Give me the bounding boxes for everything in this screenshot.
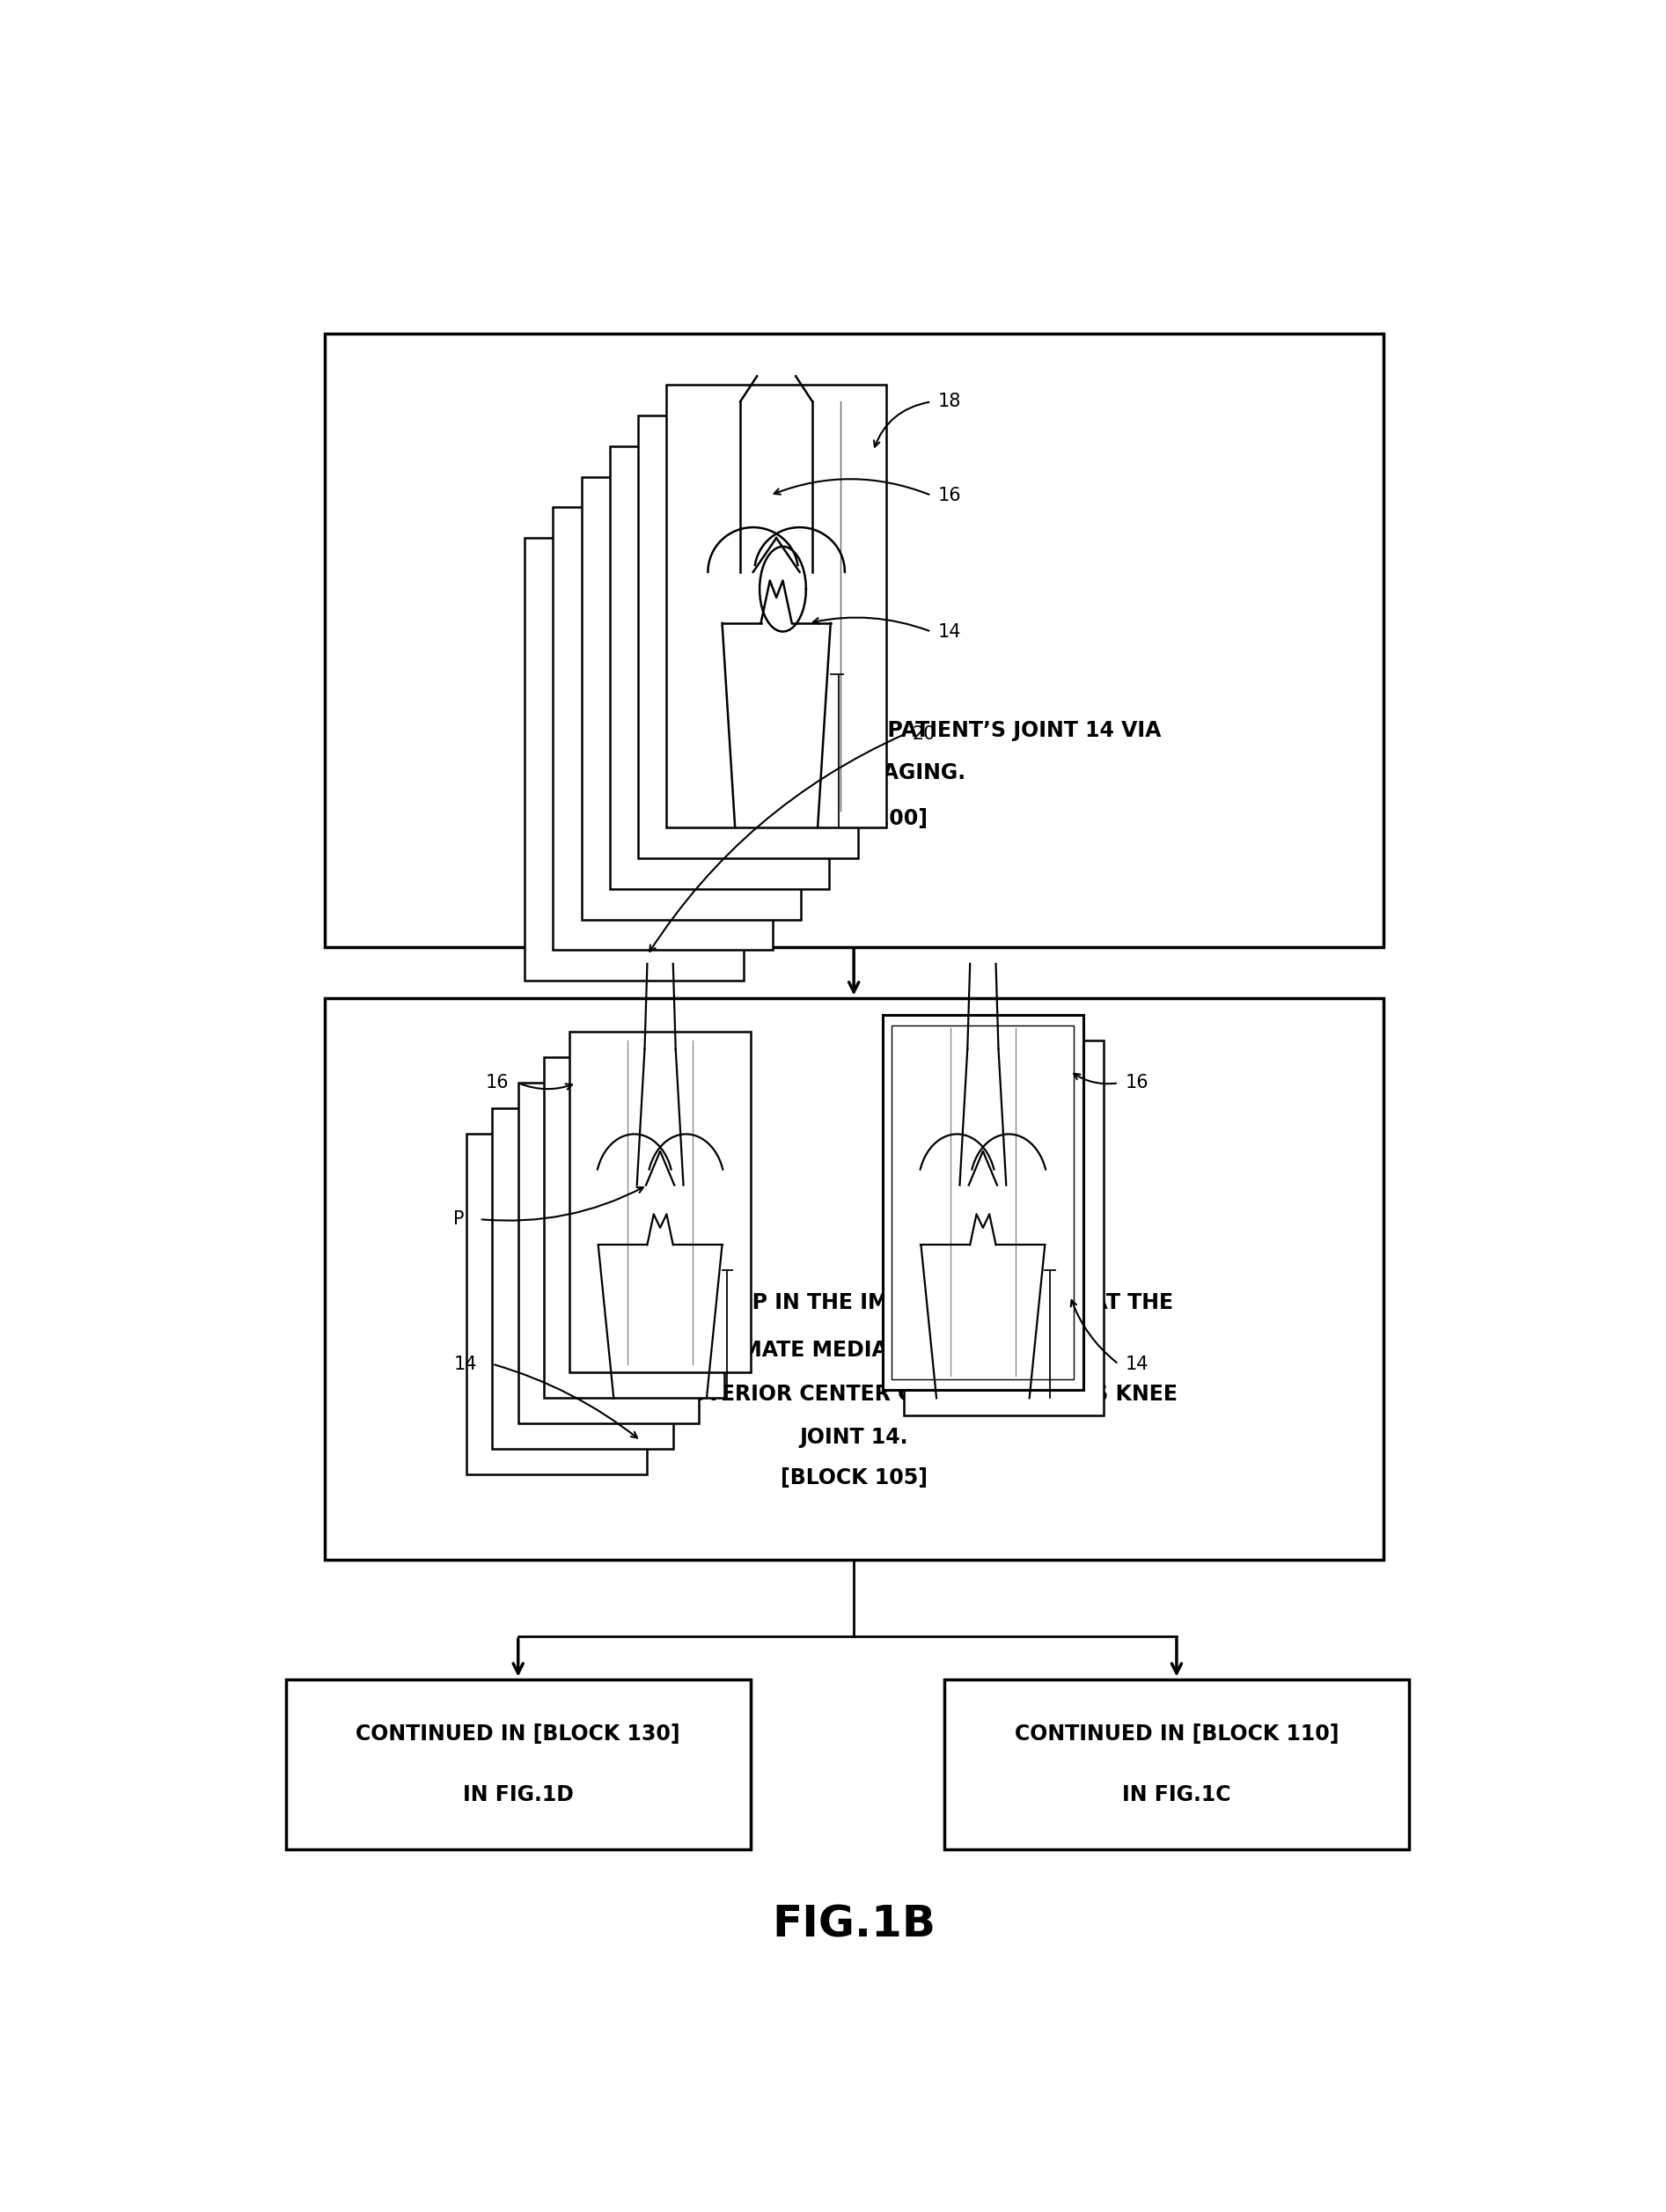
Text: IN FIG.1D: IN FIG.1D — [463, 1785, 573, 1805]
Bar — [466, 1135, 646, 1475]
Text: P: P — [453, 1210, 465, 1228]
Bar — [666, 385, 886, 827]
Text: CONTINUED IN [BLOCK 130]: CONTINUED IN [BLOCK 130] — [357, 1723, 680, 1745]
Bar — [325, 334, 1383, 947]
Text: 16: 16 — [486, 1075, 510, 1093]
Text: [BLOCK 100]: [BLOCK 100] — [780, 807, 928, 830]
Text: 14: 14 — [453, 1356, 476, 1374]
Text: [BLOCK 105]: [BLOCK 105] — [780, 1467, 928, 1489]
Bar — [325, 998, 1383, 1559]
Text: 16: 16 — [938, 487, 961, 504]
Text: 18: 18 — [938, 394, 961, 411]
Bar — [518, 1084, 700, 1425]
Text: APPROXIMATE MEDIAL-LATERAL AND: APPROXIMATE MEDIAL-LATERAL AND — [638, 1340, 1070, 1360]
Text: GENERATE 2D IMAGES 16 OF PATIENT’S JOINT 14 VIA: GENERATE 2D IMAGES 16 OF PATIENT’S JOINT… — [546, 719, 1161, 741]
Text: FIG.1B: FIG.1B — [771, 1902, 936, 1947]
Text: ANTERIOR-POSTERIOR CENTER OF THE PATIENT’S KNEE: ANTERIOR-POSTERIOR CENTER OF THE PATIENT… — [530, 1385, 1178, 1405]
Bar — [638, 416, 858, 858]
Bar — [891, 1024, 1075, 1380]
Bar — [543, 1057, 725, 1398]
Bar — [581, 476, 801, 920]
Bar — [553, 507, 773, 951]
Bar — [903, 1040, 1103, 1416]
Text: 14: 14 — [1125, 1356, 1148, 1374]
Text: JOINT 14.: JOINT 14. — [800, 1427, 908, 1449]
Bar — [493, 1108, 673, 1449]
Bar — [287, 1679, 750, 1849]
Text: 20: 20 — [911, 726, 935, 743]
Text: CONTINUED IN [BLOCK 110]: CONTINUED IN [BLOCK 110] — [1015, 1723, 1339, 1745]
Text: IN FIG.1C: IN FIG.1C — [1123, 1785, 1231, 1805]
Bar — [525, 538, 745, 980]
Bar — [945, 1679, 1409, 1849]
Text: IDENTIFY A POINT P IN THE IMAGES 16 THAT IS AT THE: IDENTIFY A POINT P IN THE IMAGES 16 THAT… — [535, 1292, 1173, 1314]
Text: 16: 16 — [1125, 1075, 1148, 1093]
Bar — [610, 447, 830, 889]
Bar — [883, 1015, 1083, 1389]
Text: MEDICAL IMAGING.: MEDICAL IMAGING. — [743, 763, 965, 783]
Text: 14: 14 — [938, 624, 961, 641]
Bar — [570, 1031, 750, 1371]
